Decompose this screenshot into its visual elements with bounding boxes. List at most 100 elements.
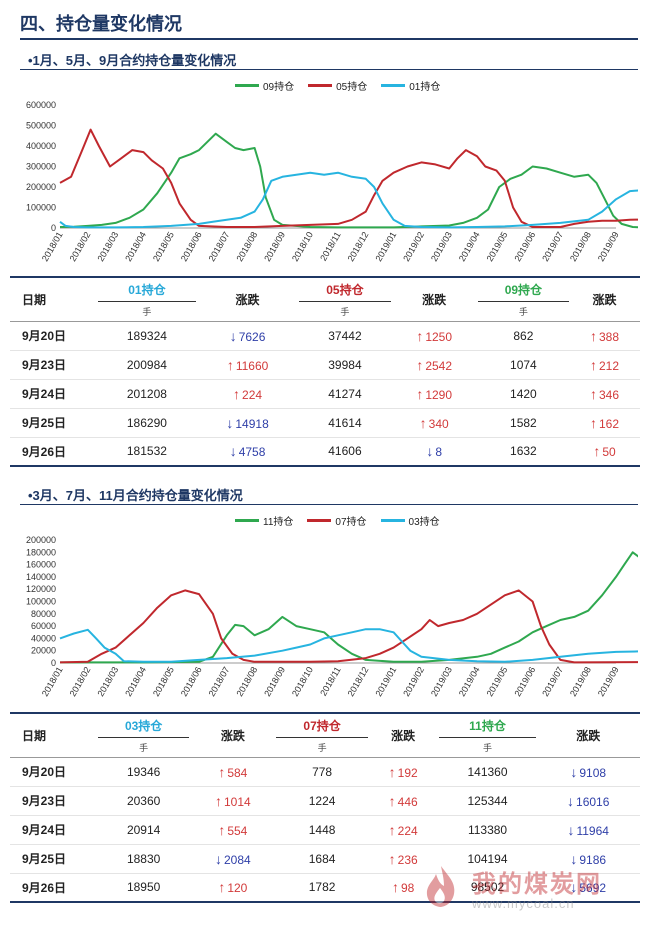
table1-change2-cell: ↑ 340 bbox=[390, 407, 478, 437]
table2-change2-cell: ↑ 446 bbox=[367, 785, 439, 815]
legend-label-11: 11持仓 bbox=[263, 517, 294, 528]
chart2-xtick-label: 2018/09 bbox=[262, 665, 287, 698]
table2-date-cell: 9月26日 bbox=[10, 872, 98, 903]
table1-row: 9月20日 189324 ↓ 7626 37442 ↑ 1250 862 ↑ 388 bbox=[10, 320, 640, 350]
table1-value1-cell: 200984 bbox=[98, 349, 196, 379]
table2-row: 9月23日 20360 ↑ 1014 1224 ↑ 446 125344 ↓ 16016 bbox=[10, 785, 640, 815]
up-arrow-icon: ↑ bbox=[218, 821, 226, 838]
table1-change2-cell-value: 340 bbox=[428, 416, 449, 431]
chart1-series-line bbox=[59, 132, 638, 229]
watermark-url: www.mycoal.cn bbox=[472, 896, 575, 911]
table1-change3-cell: ↑ 162 bbox=[569, 407, 640, 437]
table2-change1-cell-value: 554 bbox=[227, 823, 248, 838]
table1-change2-cell-value: 2542 bbox=[425, 358, 453, 373]
legend-label-07: 07持仓 bbox=[335, 517, 367, 528]
table1-row: 9月23日 200984 ↑ 11660 39984 ↑ 2542 1074 ↑ 212 bbox=[10, 349, 640, 379]
table2-row: 9月20日 19346 ↑ 584 778 ↑ 192 141360 ↓ 9108 bbox=[10, 756, 640, 786]
table2-change1-cell: ↑ 120 bbox=[189, 872, 277, 903]
table1-change2-cell: ↑ 1250 bbox=[390, 320, 478, 350]
table1-value2-cell: 41274 bbox=[299, 378, 391, 408]
table2-change2-cell-value: 192 bbox=[397, 765, 418, 780]
table2-col2-title: 07持仓 bbox=[276, 712, 368, 738]
table1-change2-cell: ↑ 1290 bbox=[390, 378, 478, 408]
chart1-xtick-label: 2018/06 bbox=[179, 230, 204, 263]
up-arrow-icon: ↑ bbox=[233, 385, 241, 402]
table2-change3-header: 涨跌 bbox=[536, 712, 640, 757]
table2-change3-cell: ↓ 9186 bbox=[536, 843, 640, 873]
down-arrow-icon: ↓ bbox=[226, 414, 234, 431]
table1-date-cell: 9月23日 bbox=[10, 349, 98, 379]
chart1-ytick-label: 400000 bbox=[26, 141, 56, 151]
table2: 日期 03持仓 涨跌 07持仓 涨跌 11持仓 涨跌 手 手 手 9月20日 19… bbox=[10, 712, 640, 903]
table1-col2-unit: 手 bbox=[340, 306, 350, 317]
chart2-ytick-label: 160000 bbox=[26, 560, 56, 570]
table2-value3-cell: 125344 bbox=[438, 785, 537, 815]
up-arrow-icon: ↑ bbox=[226, 356, 234, 373]
table1-change1-cell: ↑ 224 bbox=[195, 378, 300, 408]
up-arrow-icon: ↑ bbox=[388, 850, 396, 867]
table1-change3-cell: ↑ 346 bbox=[569, 378, 640, 408]
chart2-ytick-label: 180000 bbox=[26, 547, 56, 557]
chart1-xtick-label: 2019/01 bbox=[373, 230, 398, 263]
chart1-xtick-label: 2018/12 bbox=[346, 230, 371, 263]
table1-change3-cell-value: 212 bbox=[598, 358, 620, 373]
down-arrow-icon: ↓ bbox=[229, 443, 237, 460]
table2-change1-cell: ↑ 554 bbox=[189, 814, 277, 844]
table2-header-row: 日期 03持仓 涨跌 07持仓 涨跌 11持仓 涨跌 bbox=[10, 712, 640, 757]
part1-subtitle: •1月、5月、9月合约持仓量变化情况 bbox=[28, 53, 237, 68]
legend-item-09: 09持仓 bbox=[235, 78, 294, 93]
chart2-xtick-label: 2018/11 bbox=[318, 665, 343, 698]
chart2-xtick-label: 2019/09 bbox=[596, 665, 621, 698]
table1: 日期 01持仓 涨跌 05持仓 涨跌 09持仓 涨跌 手 手 手 9月20日 18… bbox=[10, 276, 640, 467]
legend-label-01: 01持仓 bbox=[409, 82, 441, 93]
chart1-xtick-label: 2018/03 bbox=[95, 230, 120, 263]
table1-value2-cell: 39984 bbox=[299, 349, 391, 379]
chart1-xtick-label: 2019/03 bbox=[429, 230, 454, 263]
part2-subtitle: •3月、7月、11月合约持仓量变化情况 bbox=[28, 488, 243, 503]
table1-value1-cell: 189324 bbox=[98, 320, 196, 350]
table1-change1-cell-value: 11660 bbox=[235, 358, 269, 373]
table1-change1-cell-value: 7626 bbox=[238, 329, 266, 344]
table2-row: 9月24日 20914 ↑ 554 1448 ↑ 224 113380 ↓ 11964 bbox=[10, 814, 640, 844]
legend-label-09: 09持仓 bbox=[263, 82, 295, 93]
up-arrow-icon: ↑ bbox=[419, 414, 427, 431]
up-arrow-icon: ↑ bbox=[416, 356, 424, 373]
table1-date-cell: 9月26日 bbox=[10, 436, 98, 467]
legend-swatch-11 bbox=[235, 519, 259, 522]
table2-change2-header: 涨跌 bbox=[367, 712, 439, 757]
chart2-legend: 11持仓 07持仓 03持仓 bbox=[235, 513, 440, 528]
table2-row: 9月25日 18830 ↓ 2084 1684 ↑ 236 104194 ↓ 9186 bbox=[10, 843, 640, 873]
table2-change3-cell-value: 16016 bbox=[576, 794, 610, 809]
up-arrow-icon: ↑ bbox=[416, 327, 424, 344]
table2-change1-cell-value: 2084 bbox=[224, 852, 251, 867]
table2-value3-cell: 98502 bbox=[438, 872, 537, 903]
chart1-xtick-label: 2018/08 bbox=[234, 230, 259, 263]
table1-unit-row: 手 手 手 bbox=[10, 301, 640, 321]
table1-value3-cell: 1074 bbox=[477, 349, 570, 379]
chart2-ytick-label: 40000 bbox=[31, 633, 56, 643]
table2-change1-cell-value: 584 bbox=[227, 765, 248, 780]
section-title: 四、持仓量变化情况 bbox=[20, 14, 182, 34]
table1-change2-header: 涨跌 bbox=[390, 276, 478, 321]
down-arrow-icon: ↓ bbox=[426, 443, 434, 460]
chart2-ytick-label: 100000 bbox=[26, 597, 56, 607]
table1-date-header: 日期 bbox=[10, 276, 98, 321]
table1-value3-cell: 1632 bbox=[477, 436, 570, 467]
chart1-series-line bbox=[59, 171, 638, 229]
table2-change2-cell-value: 236 bbox=[397, 852, 418, 867]
watermark: 我的煤炭网 www.mycoal.cn bbox=[420, 862, 650, 922]
chart1-series-line bbox=[59, 128, 638, 228]
table2-change2-cell: ↑ 224 bbox=[367, 814, 439, 844]
up-arrow-icon: ↑ bbox=[215, 792, 222, 809]
table1-col3-unit: 手 bbox=[518, 306, 528, 317]
table2-value2-cell: 778 bbox=[276, 756, 368, 786]
legend-label-05: 05持仓 bbox=[336, 82, 368, 93]
flame-logo-icon bbox=[426, 866, 455, 907]
chart2-ytick-label: 200000 bbox=[26, 535, 56, 545]
chart2-xtick-label: 2019/06 bbox=[512, 665, 537, 698]
chart2-xtick-label: 2018/08 bbox=[234, 665, 259, 698]
table1-change1-cell-value: 4758 bbox=[238, 445, 266, 460]
legend-item-03: 03持仓 bbox=[380, 513, 440, 528]
table2-date-cell: 9月20日 bbox=[10, 756, 98, 786]
chart2-xtick-label: 2018/07 bbox=[207, 665, 232, 698]
